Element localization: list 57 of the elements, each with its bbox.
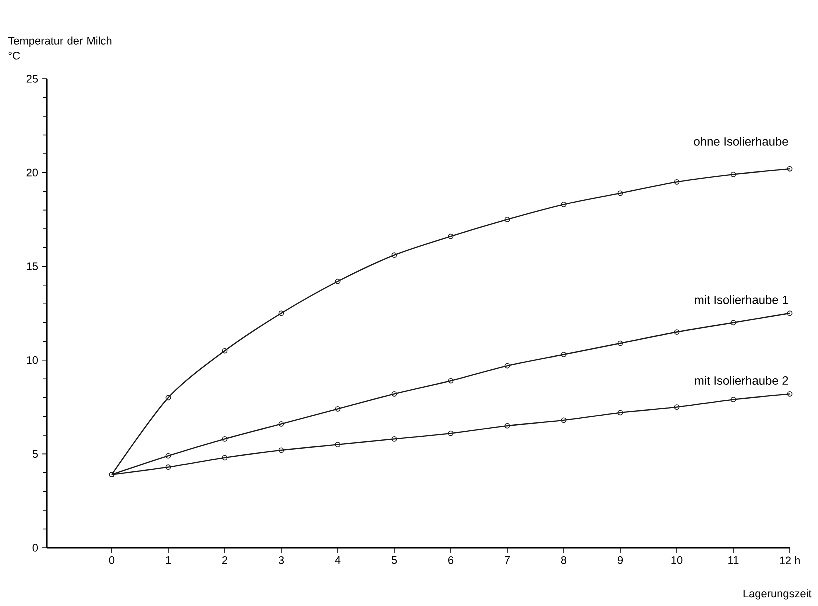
x-tick-label: 6 [448, 556, 454, 564]
point [561, 352, 567, 358]
point [730, 397, 736, 402]
point [730, 172, 736, 178]
x-tick-label: 3 [278, 556, 284, 564]
series-label: mit Isolierhaube 2 [695, 376, 788, 385]
point [392, 391, 398, 397]
x-tick-label: 2 [222, 556, 228, 564]
x-tick-label: 5 [392, 556, 398, 564]
point [392, 252, 398, 258]
series-label: mit Isolierhaube 1 [695, 296, 788, 304]
point [448, 378, 454, 384]
point [222, 436, 228, 442]
point [674, 404, 680, 410]
x-axis-title: Lagerungszeit [744, 590, 812, 600]
point [618, 410, 624, 416]
point [618, 340, 624, 346]
x-tick-label: 4 [335, 556, 341, 564]
point [278, 448, 284, 454]
point [166, 395, 172, 401]
point [674, 330, 680, 335]
x-tick-label: 0 [109, 556, 115, 564]
x-tick-label: 1 [166, 556, 171, 564]
x-tick-label: 12 h [780, 556, 800, 564]
point [618, 190, 624, 196]
point [504, 217, 510, 222]
series-label: ohne Isolierhaube [694, 137, 788, 146]
x-tick-label: 7 [505, 556, 510, 564]
point [392, 436, 398, 442]
point [166, 464, 172, 470]
y-tick-label: 10 [27, 356, 38, 364]
point [166, 453, 172, 459]
x-tick-label: 11 [728, 556, 739, 564]
point [278, 421, 284, 427]
y-tick-label: 15 [27, 262, 38, 270]
y-tick-label: 5 [32, 450, 38, 458]
y-axis-title: Temperatur der Milch °C [8, 36, 112, 60]
point [278, 310, 284, 316]
y-tick-label: 0 [32, 544, 38, 552]
point [504, 363, 510, 369]
point [730, 320, 736, 326]
x-tick-label: 8 [561, 556, 567, 564]
point [335, 278, 341, 284]
y-tick-label: 20 [26, 168, 38, 177]
point [448, 234, 454, 240]
x-tick-label: 9 [618, 556, 624, 564]
point [448, 430, 454, 436]
point [222, 348, 228, 354]
point [561, 202, 567, 208]
point [222, 455, 228, 461]
point [674, 179, 680, 185]
point [335, 442, 341, 448]
y-tick-label: 25 [26, 75, 38, 83]
point [335, 406, 341, 412]
x-tick-label: 10 [672, 556, 683, 564]
point [561, 418, 567, 424]
point [504, 423, 510, 429]
